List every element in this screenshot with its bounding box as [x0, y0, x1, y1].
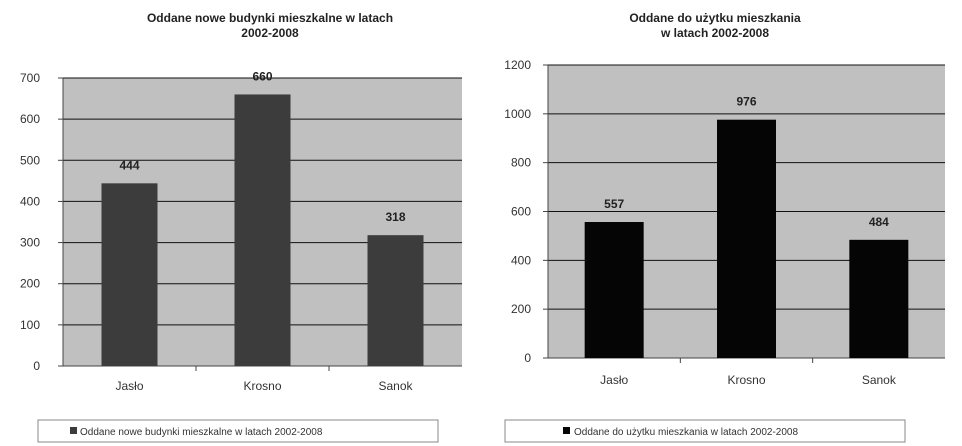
bar: [849, 239, 909, 358]
legend: Oddane nowe budynki mieszkalne w latach …: [37, 419, 439, 443]
data-label: 660: [252, 69, 272, 83]
y-tick-label: 500: [20, 153, 40, 167]
x-tick-label: Krosno: [243, 379, 281, 393]
plot-area: 0 100 200 300 400 500 600 700 444 Jasło 660 Krosno 3…: [20, 69, 462, 393]
chart-title-line-1: Oddane nowe budynki mieszkalne w latach: [147, 11, 393, 25]
x-tick-label: Krosno: [727, 373, 765, 387]
legend-label: Oddane nowe budynki mieszkalne w latach …: [80, 427, 323, 438]
legend-box: [37, 419, 439, 443]
bar: [101, 183, 158, 366]
y-tick-label: 400: [20, 194, 40, 208]
y-tick-label: 300: [20, 236, 40, 250]
chart-right-svg: Oddane do użytku mieszkania w latach 200…: [504, 11, 945, 443]
y-tick-label: 600: [511, 205, 531, 219]
data-label: 318: [385, 210, 405, 224]
y-tick-label: 0: [33, 359, 40, 373]
bar: [234, 94, 291, 366]
legend-swatch: [70, 427, 77, 434]
chart-left-svg: Oddane nowe budynki mieszkalne w latach …: [20, 11, 462, 443]
x-tick-label: Sanok: [378, 379, 413, 393]
y-tick-label: 200: [20, 277, 40, 291]
bar: [584, 221, 644, 358]
y-tick-label: 0: [524, 351, 531, 365]
y-tick-label: 700: [20, 71, 40, 85]
y-tick-label: 600: [20, 112, 40, 126]
y-tick-label: 1000: [504, 107, 531, 121]
data-label: 976: [736, 95, 756, 109]
chart-title-line-2: 2002-2008: [241, 26, 299, 40]
y-tick-label: 200: [511, 302, 531, 316]
chart-title-line-2: w latach 2002-2008: [660, 26, 769, 40]
y-tick-label: 400: [511, 253, 531, 267]
y-tick-label: 1200: [504, 58, 531, 72]
data-label: 444: [119, 158, 139, 172]
chart-right: Oddane do użytku mieszkania w latach 200…: [481, 0, 962, 446]
bar: [367, 235, 424, 366]
plot-area: 0 200 400 600 800 1000 1200 557 Jasło 976 Krosno 48…: [504, 58, 945, 387]
x-tick-label: Jasło: [600, 373, 628, 387]
x-tick-label: Jasło: [115, 379, 143, 393]
legend-swatch: [563, 427, 570, 434]
legend-label: Oddane do użytku mieszkania w latach 200…: [574, 427, 798, 438]
x-tick-label: Sanok: [862, 373, 897, 387]
chart-left: Oddane nowe budynki mieszkalne w latach …: [20, 11, 462, 443]
y-tick-label: 100: [20, 318, 40, 332]
y-tick-label: 800: [511, 156, 531, 170]
legend: Oddane do użytku mieszkania w latach 200…: [504, 419, 906, 443]
legend-box: [504, 419, 906, 443]
data-label: 557: [604, 197, 624, 211]
chart-title-line-1: Oddane do użytku mieszkania: [629, 11, 801, 25]
data-label: 484: [869, 215, 889, 229]
bar: [717, 119, 776, 359]
